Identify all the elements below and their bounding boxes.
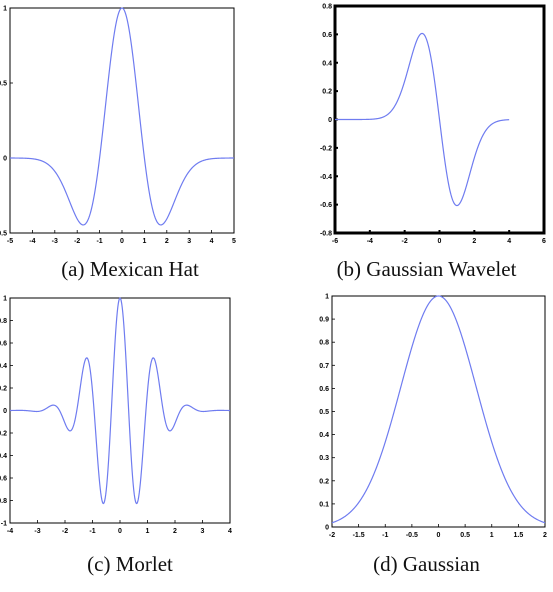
plot-frame	[9, 7, 235, 234]
plot-frame	[331, 295, 546, 528]
y-tick-label: -0.5	[0, 231, 7, 238]
y-tick-label: -0.8	[0, 498, 7, 505]
chart-panel-gaussian-wavelet: -6 -4 -2 0 2 4 6 -0.8 -0.6 -0.4 -0.2 0 0.2 0.4 0.6 0.8	[300, 0, 553, 250]
y-tick-label: -0.4	[0, 453, 7, 460]
x-tick-label: -3	[52, 238, 58, 245]
y-tick-label: 0.7	[319, 363, 329, 370]
y-tick-label: 0.6	[319, 386, 329, 393]
chart-gaussian-wavelet: -6 -4 -2 0 2 4 6 -0.8 -0.6 -0.4 -0.2 0 0.2 0.4 0.6 0.8	[320, 4, 546, 246]
y-tick-label: 0.1	[319, 501, 329, 508]
x-tick-label: 4	[210, 238, 214, 245]
x-tick-label: 0	[438, 238, 442, 245]
x-tick-label: 2	[472, 238, 476, 245]
y-tick-label: 0.4	[322, 60, 332, 67]
y-tick-label: 0.4	[319, 432, 329, 439]
x-tick-label: 2	[165, 238, 169, 245]
y-tick-label: 0.5	[319, 409, 329, 416]
x-tick-label: -6	[332, 238, 338, 245]
series-line	[331, 295, 546, 524]
x-tick-label: -1	[96, 238, 102, 245]
x-tick-label: 0	[118, 528, 122, 535]
chart-panel-gaussian: -2 -1.5 -1 -0.5 0 0.5 1 1.5 2 0 0.1 0.2 0.3 0.4 0.5 0.6…	[300, 290, 553, 540]
y-tick-label: 0.2	[319, 478, 329, 485]
y-tick-label: 1	[3, 6, 7, 13]
x-tick-label: 1	[142, 238, 146, 245]
x-tick-label: -4	[367, 238, 373, 245]
y-tick-label: 0.5	[0, 81, 7, 88]
x-tick-label: -2	[62, 528, 68, 535]
caption-morlet: (c) Morlet	[87, 552, 173, 576]
chart-gaussian: -2 -1.5 -1 -0.5 0 0.5 1 1.5 2 0 0.1 0.2 0.3 0.4 0.5 0.6…	[319, 294, 547, 540]
x-tick-label: -3	[34, 528, 40, 535]
y-tick-label: 0	[328, 117, 332, 124]
y-tick-label: 0.6	[0, 341, 7, 348]
y-tick-label: 0	[3, 156, 7, 163]
x-tick-label: -0.5	[406, 532, 418, 539]
y-tick-label: 0.4	[0, 363, 7, 370]
x-tick-label: -1.5	[353, 532, 365, 539]
caption-gaussian: (d) Gaussian	[373, 552, 480, 576]
x-tick-label: 4	[228, 528, 232, 535]
x-tick-label: 0	[437, 532, 441, 539]
x-tick-label: 3	[201, 528, 205, 535]
chart-mexican-hat: -5 -4 -3 -2 -1 0 1 2 3 4 5 -0.5 0 0.5 1	[0, 6, 236, 246]
x-tick-label: 0	[120, 238, 124, 245]
x-tick-label: 1	[146, 528, 150, 535]
x-tick-label: -1	[89, 528, 95, 535]
y-tick-label: 0.8	[319, 340, 329, 347]
x-tick-label: -2	[402, 238, 408, 245]
x-tick-label: -4	[29, 238, 35, 245]
chart-morlet: -4 -3 -2 -1 0 1 2 3 4 -1 -0.8 -0.6 -0.4 -0.2 0 0.2 0.4 0.…	[0, 296, 232, 536]
y-tick-label: -0.6	[320, 202, 332, 209]
y-tick-label: 0.6	[322, 32, 332, 39]
y-tick-label: 0.9	[319, 317, 329, 324]
y-tick-label: -0.8	[320, 231, 332, 238]
caption-mexican-hat: (a) Mexican Hat	[61, 257, 199, 281]
series-line	[10, 297, 230, 505]
y-tick-label: 0.2	[0, 386, 7, 393]
chart-panel-mexican-hat: -5 -4 -3 -2 -1 0 1 2 3 4 5 -0.5 0 0.5 1	[0, 0, 250, 250]
y-tick-label: 0	[325, 525, 329, 532]
y-tick-label: 0.2	[322, 89, 332, 96]
y-tick-label: 0	[3, 408, 7, 415]
x-tick-label: 5	[232, 238, 236, 245]
y-tick-label: 1	[325, 294, 329, 301]
x-tick-label: 4	[507, 238, 511, 245]
y-tick-label: 1	[3, 296, 7, 303]
x-tick-label: 2	[173, 528, 177, 535]
caption-gaussian-wavelet: (b) Gaussian Wavelet	[336, 257, 517, 281]
chart-panel-morlet: -4 -3 -2 -1 0 1 2 3 4 -1 -0.8 -0.6 -0.4 -0.2 0 0.2 0.4 0.…	[0, 290, 250, 540]
y-tick-label: -0.4	[320, 174, 332, 181]
x-tick-label: 1	[490, 532, 494, 539]
x-tick-label: 3	[187, 238, 191, 245]
x-tick-label: -1	[382, 532, 388, 539]
x-tick-label: 0.5	[460, 532, 470, 539]
y-tick-label: -0.2	[320, 145, 332, 152]
y-tick-label: 0.8	[322, 4, 332, 11]
y-tick-label: -1	[1, 521, 7, 528]
x-tick-label: 1.5	[514, 532, 524, 539]
x-tick-label: 2	[543, 532, 547, 539]
series-line	[9, 7, 235, 226]
y-tick-label: -0.6	[0, 476, 7, 483]
y-tick-label: 0.3	[319, 455, 329, 462]
series-line	[335, 32, 510, 207]
x-tick-label: -2	[74, 238, 80, 245]
x-tick-label: 6	[542, 238, 546, 245]
y-tick-label: 0.8	[0, 318, 7, 325]
x-tick-label: -2	[329, 532, 335, 539]
x-tick-label: -4	[7, 528, 13, 535]
y-tick-label: -0.2	[0, 431, 7, 438]
x-tick-label: -5	[7, 238, 13, 245]
